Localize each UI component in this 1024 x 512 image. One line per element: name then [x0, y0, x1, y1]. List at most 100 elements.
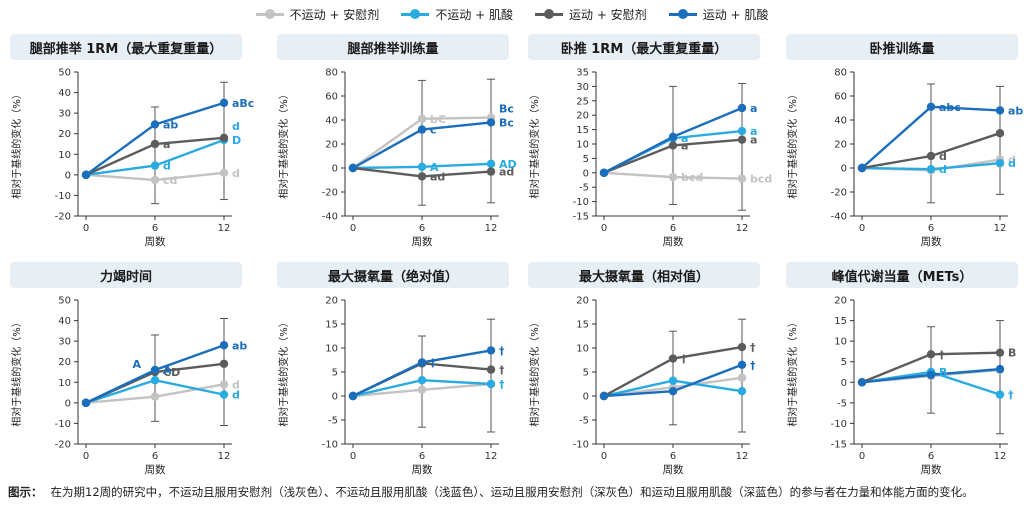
significance-label: d [939, 163, 947, 176]
significance-label: bcd [750, 173, 772, 186]
y-tick-label: 20 [58, 129, 71, 140]
y-tick-label: 20 [576, 296, 589, 307]
x-tick-label: 12 [994, 451, 1007, 462]
significance-label: Bc [499, 116, 514, 129]
data-point [668, 132, 678, 141]
y-tick-label: 30 [576, 82, 589, 93]
data-point [486, 159, 496, 168]
legend: 不运动 + 安慰剂 不运动 + 肌酸 运动 + 安慰剂 运动 + 肌酸 [0, 4, 1024, 24]
data-point [150, 376, 160, 385]
y-tick-label: -10 [322, 440, 338, 451]
x-tick-label: 12 [485, 223, 498, 234]
y-tick-label: 15 [576, 320, 589, 331]
significance-label: Bc [499, 102, 514, 115]
y-tick-label: -10 [573, 440, 589, 451]
y-tick-label: 10 [58, 378, 71, 389]
data-point [857, 163, 867, 173]
y-tick-label: 60 [834, 92, 847, 103]
y-axis-label: 相对于基线的变化（%） [528, 89, 541, 199]
data-point [150, 139, 160, 149]
significance-label: † [681, 353, 687, 366]
x-tick-label: 0 [83, 451, 89, 462]
data-point [417, 114, 427, 124]
significance-label: cd [163, 174, 177, 187]
legend-swatch [255, 8, 284, 20]
data-point [150, 365, 160, 375]
data-point [417, 162, 427, 171]
legend-item: 不运动 + 安慰剂 [255, 4, 379, 24]
x-tick-label: 6 [152, 451, 158, 462]
significance-label: bC [430, 113, 446, 126]
x-axis-label: 周数 [921, 235, 942, 248]
data-point [81, 170, 91, 180]
legend-label: 不运动 + 肌酸 [435, 7, 513, 22]
data-point [219, 133, 229, 143]
significance-label: aBc [232, 97, 254, 110]
data-point [737, 174, 747, 183]
significance-label: abc [939, 101, 961, 114]
significance-label: AD [499, 158, 517, 171]
x-tick-label: 12 [994, 223, 1007, 234]
legend-item: 运动 + 安慰剂 [535, 4, 647, 24]
x-axis-label: 周数 [145, 235, 166, 248]
data-point [668, 141, 678, 150]
y-axis-label: 相对于基线的变化（%） [786, 317, 799, 427]
data-point [857, 378, 867, 387]
x-tick-label: 6 [928, 223, 934, 234]
y-axis-label: 相对于基线的变化（%） [528, 317, 541, 427]
legend-swatch [401, 8, 430, 20]
significance-label: † [499, 344, 505, 357]
data-point [995, 129, 1005, 138]
chart-title: 最大摄氧量（绝对值） [277, 262, 509, 288]
significance-label: D [232, 134, 241, 147]
x-axis-label: 周数 [145, 463, 166, 476]
x-tick-label: 6 [152, 223, 158, 234]
chart-title: 最大摄氧量（相对值） [528, 262, 760, 288]
data-point [926, 102, 936, 112]
data-point [926, 165, 936, 174]
y-tick-label: 0 [332, 392, 338, 403]
chart-svg: -15 -10 -5 0 5 10 15 20 25 30 35 0 6 12 周数 相对于基线的变化（%） b… [528, 68, 772, 249]
x-tick-label: 12 [736, 223, 749, 234]
data-point [219, 359, 229, 368]
y-tick-label: 15 [325, 320, 338, 331]
significance-label: d [163, 160, 171, 173]
data-point [599, 391, 609, 401]
y-tick-label: 25 [576, 96, 589, 107]
data-point [417, 385, 427, 394]
y-tick-label: 50 [58, 296, 71, 307]
y-tick-label: 0 [65, 398, 71, 409]
significance-label: † [750, 341, 756, 354]
y-tick-label: -5 [579, 183, 589, 194]
y-tick-label: -40 [322, 212, 338, 223]
data-point [219, 98, 229, 108]
y-tick-label: -5 [837, 398, 847, 409]
y-tick-label: 10 [58, 150, 71, 161]
data-point [219, 390, 229, 399]
significance-label: a [750, 102, 757, 115]
y-tick-label: -5 [328, 416, 338, 427]
y-tick-label: 80 [325, 68, 338, 79]
x-tick-label: 12 [485, 451, 498, 462]
data-point [486, 346, 496, 355]
y-tick-label: 60 [325, 92, 338, 103]
chart-panel: 最大摄氧量（相对值） -10 -5 0 5 10 15 20 0 6 12 周数 相对于基线的变化（%）… [528, 262, 760, 476]
data-point [81, 398, 91, 408]
y-tick-label: 50 [58, 68, 71, 79]
y-tick-label: -20 [55, 212, 71, 223]
significance-label: ad [430, 170, 445, 183]
x-axis-label: 周数 [663, 463, 684, 476]
data-point [417, 125, 427, 134]
significance-label: A [132, 358, 141, 371]
y-tick-label: 20 [58, 357, 71, 368]
y-tick-label: 40 [325, 116, 338, 127]
x-axis-label: 周数 [921, 463, 942, 476]
data-point [486, 118, 496, 127]
significance-label: † [499, 378, 505, 391]
x-tick-label: 6 [419, 451, 425, 462]
data-point [737, 103, 747, 113]
y-tick-label: 15 [834, 316, 847, 327]
y-tick-label: 40 [58, 88, 71, 99]
y-tick-label: 30 [58, 337, 71, 348]
data-point [150, 161, 160, 170]
